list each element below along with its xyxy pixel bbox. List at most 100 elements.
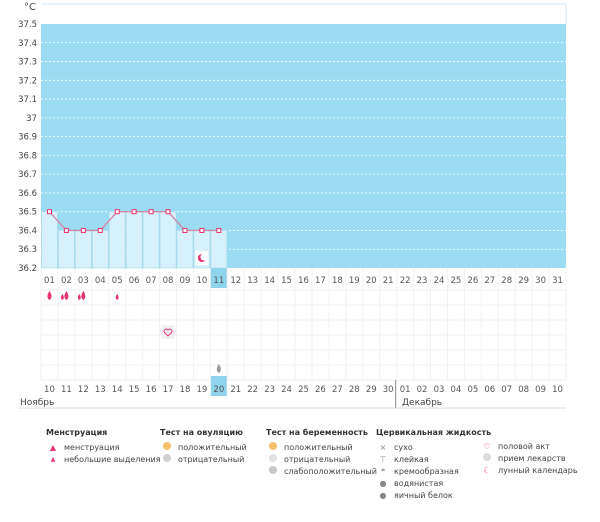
cycle-day-label: 19 [349, 276, 360, 286]
ovulation-positive-icon [160, 442, 174, 452]
y-tick-label: 37.1 [18, 95, 37, 105]
calendar-date-label: 16 [146, 385, 157, 395]
menstruation-drop-icon [81, 291, 86, 300]
calendar-date-label: 14 [112, 385, 123, 395]
cycle-day-label: 01 [44, 276, 55, 286]
temperature-unit: °C [24, 2, 36, 13]
legend-cervical-title: Цервикальная жидкость [376, 428, 492, 437]
month-label-second: Декабрь [402, 398, 443, 408]
legend-item: яичный белок [394, 490, 453, 500]
legend-item: положительный [178, 442, 247, 452]
temperature-bar [142, 211, 160, 269]
creamy-icon: ❝ [380, 466, 386, 476]
cycle-day-label: 31 [552, 276, 563, 286]
calendar-date-label: 07 [501, 385, 512, 395]
cycle-day-label: 25 [451, 276, 462, 286]
cycle-day-label: 14 [264, 276, 275, 286]
small-drop-icon: ▲ [50, 455, 56, 463]
cycle-day-label: 05 [112, 276, 123, 286]
cycle-day-label: 21 [383, 276, 394, 286]
calendar-date-label: 19 [196, 385, 207, 395]
temperature-point [199, 227, 205, 233]
temperature-point [148, 209, 154, 215]
heart-icon [163, 328, 173, 337]
temperature-point [46, 209, 52, 215]
cycle-day-label: 29 [518, 276, 529, 286]
calendar-date-label: 12 [78, 385, 89, 395]
temperature-point [131, 209, 137, 215]
cycle-day-label: 23 [417, 276, 428, 286]
cycle-day-label: 11 [213, 276, 224, 286]
cycle-day-label: 22 [400, 276, 411, 286]
menstruation-drop-icon [47, 291, 52, 300]
temperature-bar [41, 211, 58, 269]
y-tick-label: 37 [26, 114, 37, 124]
calendar-date-label: 30 [383, 385, 394, 395]
moon-icon-cutout [200, 253, 208, 261]
temperature-point [114, 209, 120, 215]
legend-menstruation-title: Менструация [46, 428, 108, 437]
y-tick-label: 37.4 [18, 39, 37, 49]
calendar-date-label: 10 [552, 385, 563, 395]
y-tick-label: 36.6 [18, 189, 37, 199]
legend-ovulation-test: Тест на овуляцию положительный отрицател… [160, 428, 247, 465]
egg-white-icon: ● [379, 490, 387, 500]
egg-white-icon [216, 364, 221, 373]
legend-pregnancy-test: Тест на беременность положительный отриц… [266, 428, 377, 477]
calendar-date-label: 24 [281, 385, 292, 395]
moon-icon: ☾ [483, 465, 491, 475]
legend-item: лунный календарь [498, 465, 578, 475]
temperature-bar [92, 230, 109, 269]
cycle-day-label: 27 [484, 276, 495, 286]
cycle-day-label: 15 [281, 276, 292, 286]
sticky-icon: ⊤ [379, 454, 387, 464]
cycle-day-label: 06 [129, 276, 140, 286]
y-tick-label: 36.9 [18, 133, 37, 143]
dry-icon: × [379, 442, 387, 452]
cycle-day-label: 04 [95, 276, 106, 286]
legend-ovulation-title: Тест на овуляцию [160, 428, 243, 437]
pregnancy-weak-icon [266, 466, 280, 476]
pill-icon [480, 453, 494, 463]
temperature-point [97, 227, 103, 233]
y-tick-label: 36.4 [18, 226, 37, 236]
calendar-date-label: 17 [163, 385, 174, 395]
calendar-date-label: 01 [400, 385, 411, 395]
y-tick-label: 36.7 [18, 170, 37, 180]
calendar-date-label: 26 [315, 385, 326, 395]
legend-item: клейкая [394, 454, 429, 464]
cycle-day-label: 13 [247, 276, 258, 286]
cycle-day-label: 07 [146, 276, 157, 286]
legend-cervical-fluid: Цервикальная жидкость × сухо ⊤ клейкая ❝ кр… [376, 428, 491, 501]
temperature-point [63, 227, 69, 233]
ovulation-negative-icon [160, 454, 174, 464]
menstruation-drop-icon [64, 291, 69, 300]
month-label-first: Ноябрь [20, 398, 55, 408]
calendar-date-label: 10 [44, 385, 55, 395]
temperature-bar [75, 230, 92, 269]
pregnancy-negative-icon [266, 454, 280, 464]
menstruation-drop-icon: ▲ [49, 442, 57, 452]
menstruation-drop-icon [77, 294, 81, 300]
cycle-day-label: 10 [196, 276, 207, 286]
cycle-day-label: 30 [535, 276, 546, 286]
temperature-bar [58, 230, 75, 269]
legend-item: сухо [394, 442, 413, 452]
cycle-day-label: 16 [298, 276, 309, 286]
calendar-date-label: 13 [95, 385, 106, 395]
y-tick-label: 36.8 [18, 151, 37, 161]
cycle-day-label: 17 [315, 276, 326, 286]
cycle-day-label: 18 [332, 276, 343, 286]
calendar-date-label: 25 [298, 385, 309, 395]
legend-item: небольшие выделения [64, 454, 161, 464]
menstruation-drop-icon [60, 294, 64, 300]
y-tick-label: 37.5 [18, 20, 37, 30]
bbt-chart: 37.5 37.4 37.3 37.2 37.1 37 36.9 36.8 36.7 36.6 36… [18, 3, 567, 409]
calendar-date-label: 15 [129, 385, 140, 395]
calendar-date-label: 22 [247, 385, 258, 395]
legend-item: отрицательный [178, 454, 245, 464]
legend-menstruation: Менструация ▲ менструация ▲ небольшие выде… [46, 428, 161, 465]
calendar-date-label: 03 [434, 385, 445, 395]
temperature-point [216, 227, 222, 233]
calendar-date-label: 04 [451, 385, 462, 395]
